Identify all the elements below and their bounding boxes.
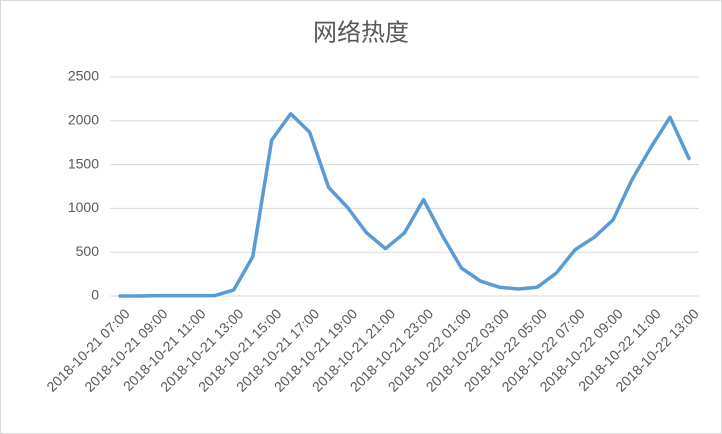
y-tick-label: 2500 bbox=[68, 68, 99, 84]
y-tick-label: 2000 bbox=[68, 112, 99, 128]
y-tick-label: 0 bbox=[91, 287, 99, 303]
y-tick-label: 500 bbox=[76, 243, 100, 259]
y-tick-label: 1000 bbox=[68, 199, 99, 215]
data-line bbox=[118, 112, 691, 298]
chart-title: 网络热度 bbox=[313, 19, 409, 46]
y-tick-label: 1500 bbox=[68, 155, 99, 171]
